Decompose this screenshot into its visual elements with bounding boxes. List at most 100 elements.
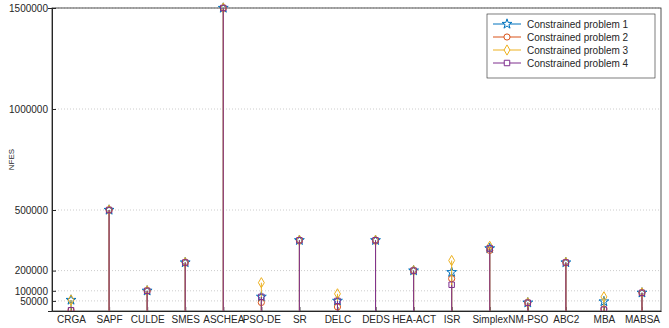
marker [639, 290, 644, 295]
stem [603, 297, 604, 311]
stem [527, 303, 528, 311]
marker [373, 238, 378, 243]
stem [489, 248, 490, 311]
x-tick: CULDE [131, 307, 165, 325]
legend-box [487, 14, 655, 78]
stem [337, 301, 338, 311]
stem [71, 310, 72, 311]
y-tick-mark [52, 271, 56, 272]
x-tick-label: NM-PSO [508, 314, 548, 325]
x-tick-label: Simplex [472, 314, 508, 325]
stem [109, 210, 110, 311]
x-tick: DEDS [362, 307, 390, 325]
x-tick: MABSA [625, 307, 660, 325]
marker [142, 286, 152, 295]
marker [637, 288, 647, 297]
marker [294, 235, 304, 244]
stem [527, 303, 528, 311]
legend-marker [504, 60, 509, 65]
legend-label: Constrained problem 4 [527, 58, 629, 69]
stem [185, 263, 186, 311]
x-tick: MBA [594, 307, 616, 325]
x-tick: ABC2 [553, 307, 580, 325]
y-axis-title: NFES [7, 149, 16, 170]
stem [109, 210, 110, 311]
marker [258, 278, 264, 288]
stem [261, 297, 262, 311]
y-axis-line [48, 9, 53, 312]
grid-line [52, 300, 661, 301]
stem [299, 240, 300, 311]
x-tick: ASCHEA [203, 307, 244, 325]
stem [223, 8, 224, 311]
marker [525, 300, 530, 305]
marker [563, 260, 568, 265]
plot-frame [52, 8, 661, 311]
stem [413, 271, 414, 311]
x-tick-label: CULDE [131, 314, 165, 325]
stem [299, 240, 300, 311]
x-tick-label: SAPF [97, 314, 123, 325]
marker [68, 295, 74, 305]
marker [561, 257, 571, 266]
grid-line [52, 270, 661, 271]
y-tick-label: 100000 [15, 286, 49, 297]
marker [449, 282, 454, 287]
marker [104, 205, 114, 214]
marker [218, 3, 228, 12]
legend-label: Constrained problem 1 [527, 19, 629, 30]
marker [487, 246, 492, 251]
marker [180, 257, 190, 266]
x-axis-line [53, 311, 662, 312]
x-tick: CRGA [57, 307, 86, 325]
x-tick-label: SMES [172, 314, 201, 325]
marker [297, 238, 302, 243]
legend-marker [504, 45, 510, 55]
legend-label: Constrained problem 3 [527, 45, 629, 56]
series [68, 5, 645, 311]
legend-marker [504, 34, 510, 40]
y-tick: 50000 [20, 296, 56, 307]
legend-label: Constrained problem 2 [527, 32, 629, 43]
marker [144, 288, 149, 293]
stem [109, 210, 110, 311]
marker [601, 307, 606, 311]
marker [259, 294, 264, 299]
marker [409, 265, 419, 274]
stem [413, 271, 414, 311]
marker [601, 292, 607, 302]
y-tick-label: 200000 [15, 265, 49, 276]
y-tick-label: 50000 [20, 296, 48, 307]
stem [451, 261, 452, 312]
x-tick-label: PSO-DE [243, 314, 282, 325]
marker [68, 308, 73, 311]
stem [261, 297, 262, 311]
stem [223, 8, 224, 311]
marker [411, 268, 416, 273]
series [66, 3, 647, 311]
marker [106, 207, 111, 212]
stem [489, 248, 490, 311]
stem [185, 263, 186, 311]
stem [565, 263, 566, 311]
stem [223, 8, 224, 311]
grid [52, 8, 661, 301]
x-tick: NM-PSO [508, 307, 548, 325]
stem [337, 294, 338, 311]
stem [185, 263, 186, 311]
stem [223, 8, 224, 311]
marker [371, 235, 381, 244]
stem [527, 303, 528, 311]
x-tick-label: DELC [325, 314, 352, 325]
y-tick-mark [52, 291, 56, 292]
y-tick: 1000000 [9, 104, 56, 115]
y-tick: 200000 [15, 265, 56, 276]
marker [335, 298, 340, 303]
y-tick-mark [52, 210, 56, 211]
x-tick-label: HEA-ACT [392, 314, 436, 325]
x-tick-label: ABC2 [553, 314, 580, 325]
x-tick: PSO-DE [243, 307, 282, 325]
y-tick: 1500000 [9, 3, 56, 14]
series [68, 3, 645, 311]
y-tick-mark [52, 8, 56, 9]
